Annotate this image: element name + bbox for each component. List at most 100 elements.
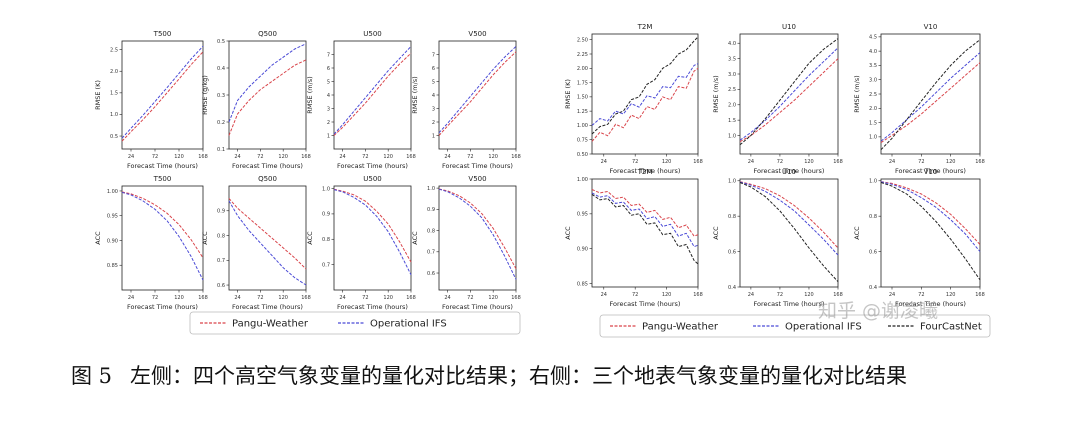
x-tick-label: 72 [632, 159, 638, 165]
x-tick-label: 120 [383, 154, 393, 160]
x-tick-label: 24 [128, 295, 134, 301]
chart-v500-rmse: V500 24 72 120 168 1 2 3 4 5 6 7 Forecast Time (hour… [411, 30, 521, 170]
chart-t2m-acc: T2M 24 72 120 168 0.85 0.90 0.95 1.00 Forecast Ti… [564, 168, 703, 308]
x-tick-label: 120 [383, 295, 393, 301]
series-line-operational-ifs [591, 63, 699, 126]
y-tick-label: 1.00 [577, 123, 588, 129]
chart-title: Q500 [258, 30, 277, 38]
plot-frame [880, 33, 981, 155]
y-tick-label: 0.90 [577, 246, 588, 252]
series-line-pangu-weather [591, 67, 699, 142]
chart-title: U10 [782, 23, 796, 31]
y-tick-label: 4.0 [728, 41, 736, 47]
y-tick-label: 4.0 [869, 49, 877, 55]
chart-v10-rmse: V10 24 72 120 168 1.0 1.5 2.0 2.5 3.0 3.5 4.0 4.5 For… [853, 23, 985, 175]
series-line-pangu-weather [880, 62, 981, 144]
x-tick-label: 24 [444, 295, 450, 301]
series-line-pangu-weather [228, 198, 307, 270]
series-line-operational-ifs [880, 52, 981, 142]
series-line-fourcastnet [739, 38, 839, 146]
x-axis-label: Forecast Time (hours) [610, 300, 681, 308]
chart-title: V10 [924, 168, 938, 176]
plot-frame [880, 178, 981, 288]
x-tick-label: 72 [152, 295, 158, 301]
x-tick-label: 168 [406, 154, 416, 160]
y-tick-label: 3.0 [869, 78, 877, 84]
legend-surface: Pangu-Weather Operational IFS FourCastNet [599, 314, 991, 338]
series-line-operational-ifs [591, 192, 699, 248]
y-tick-label: 2 [327, 120, 330, 126]
chart-q500-rmse: Q500 24 72 120 168 0.1 0.2 0.3 0.4 0.5 Forecast Ti… [201, 30, 311, 170]
chart-q500-acc: Q500 24 72 120 168 0.6 0.7 0.8 0.9 Forecast Time … [201, 175, 311, 311]
series-line-fourcastnet [591, 193, 699, 265]
series-line-fourcastnet [739, 182, 839, 283]
y-axis-label: ACC [201, 231, 209, 245]
chart-title: V500 [468, 30, 486, 38]
plot-frame [438, 185, 517, 291]
x-tick-label: 168 [301, 295, 311, 301]
x-tick-label: 24 [234, 154, 240, 160]
y-tick-label: 5 [327, 79, 330, 85]
x-tick-label: 120 [662, 292, 672, 298]
x-axis-label: Forecast Time (hours) [337, 303, 408, 311]
x-tick-label: 120 [278, 295, 288, 301]
series-line-pangu-weather [333, 188, 412, 263]
y-tick-label: 1.5 [869, 120, 877, 126]
legend-frame [599, 314, 991, 338]
y-tick-label: 3.5 [728, 56, 736, 62]
figure-label: 图 5 [71, 364, 113, 388]
y-tick-label: 1.50 [577, 95, 588, 101]
x-tick-label: 120 [174, 154, 184, 160]
series-line-pangu-weather [228, 59, 307, 136]
y-axis-label: RMSE (K) [94, 80, 102, 110]
x-axis-label: Forecast Time (hours) [895, 167, 966, 175]
y-axis-label: RMSE (m/s) [712, 75, 720, 112]
x-tick-label: 24 [748, 159, 754, 165]
legends: Pangu-Weather Operational IFS Pangu-Weathe… [189, 311, 991, 338]
x-tick-label: 120 [488, 295, 498, 301]
y-tick-label: 4.5 [869, 35, 877, 41]
series-line-operational-ifs [739, 181, 839, 256]
series-line-pangu-weather [591, 189, 699, 237]
plot-frame [333, 185, 412, 291]
y-tick-label: 0.8 [217, 233, 225, 239]
series-line-pangu-weather [739, 181, 839, 249]
plot-frame [739, 178, 839, 288]
series-line-pangu-weather [438, 51, 517, 136]
y-tick-label: 3.5 [869, 63, 877, 69]
series-line-operational-ifs [121, 45, 204, 139]
series-line-pangu-weather [333, 52, 412, 136]
y-tick-label: 2.0 [728, 103, 736, 109]
y-tick-label: 0.6 [728, 249, 736, 255]
x-tick-label: 72 [918, 292, 924, 298]
y-tick-label: 5 [432, 79, 435, 85]
y-tick-label: 1 [327, 133, 330, 139]
x-tick-label: 72 [362, 154, 368, 160]
y-tick-label: 0.9 [427, 207, 435, 213]
x-tick-label: 72 [152, 154, 158, 160]
chart-u500-acc: U500 24 72 120 168 0.7 0.8 0.9 1.0 Forecast Time … [306, 175, 416, 311]
chart-title: T2M [637, 168, 653, 176]
plot-frame [739, 33, 839, 155]
y-tick-label: 0.8 [869, 214, 877, 220]
series-line-operational-ifs [739, 47, 839, 141]
y-tick-label: 3 [327, 106, 330, 112]
plot-frame [228, 185, 307, 291]
series-line-operational-ifs [880, 181, 981, 252]
x-tick-label: 72 [362, 295, 368, 301]
series-line-pangu-weather [880, 181, 981, 245]
x-tick-label: 120 [488, 154, 498, 160]
y-tick-label: 2.5 [728, 87, 736, 93]
chart-u10-acc: U10 24 72 120 168 0.4 0.6 0.8 1.0 Forecast Time (… [712, 168, 843, 308]
y-tick-label: 1.0 [322, 186, 330, 192]
x-tick-label: 24 [339, 295, 345, 301]
y-tick-label: 1 [432, 133, 435, 139]
x-tick-label: 72 [257, 295, 263, 301]
x-tick-label: 72 [918, 159, 924, 165]
y-tick-label: 2.50 [577, 38, 588, 44]
y-axis-label: ACC [411, 231, 419, 245]
y-tick-label: 0.6 [869, 249, 877, 255]
y-tick-label: 1.25 [577, 109, 588, 115]
